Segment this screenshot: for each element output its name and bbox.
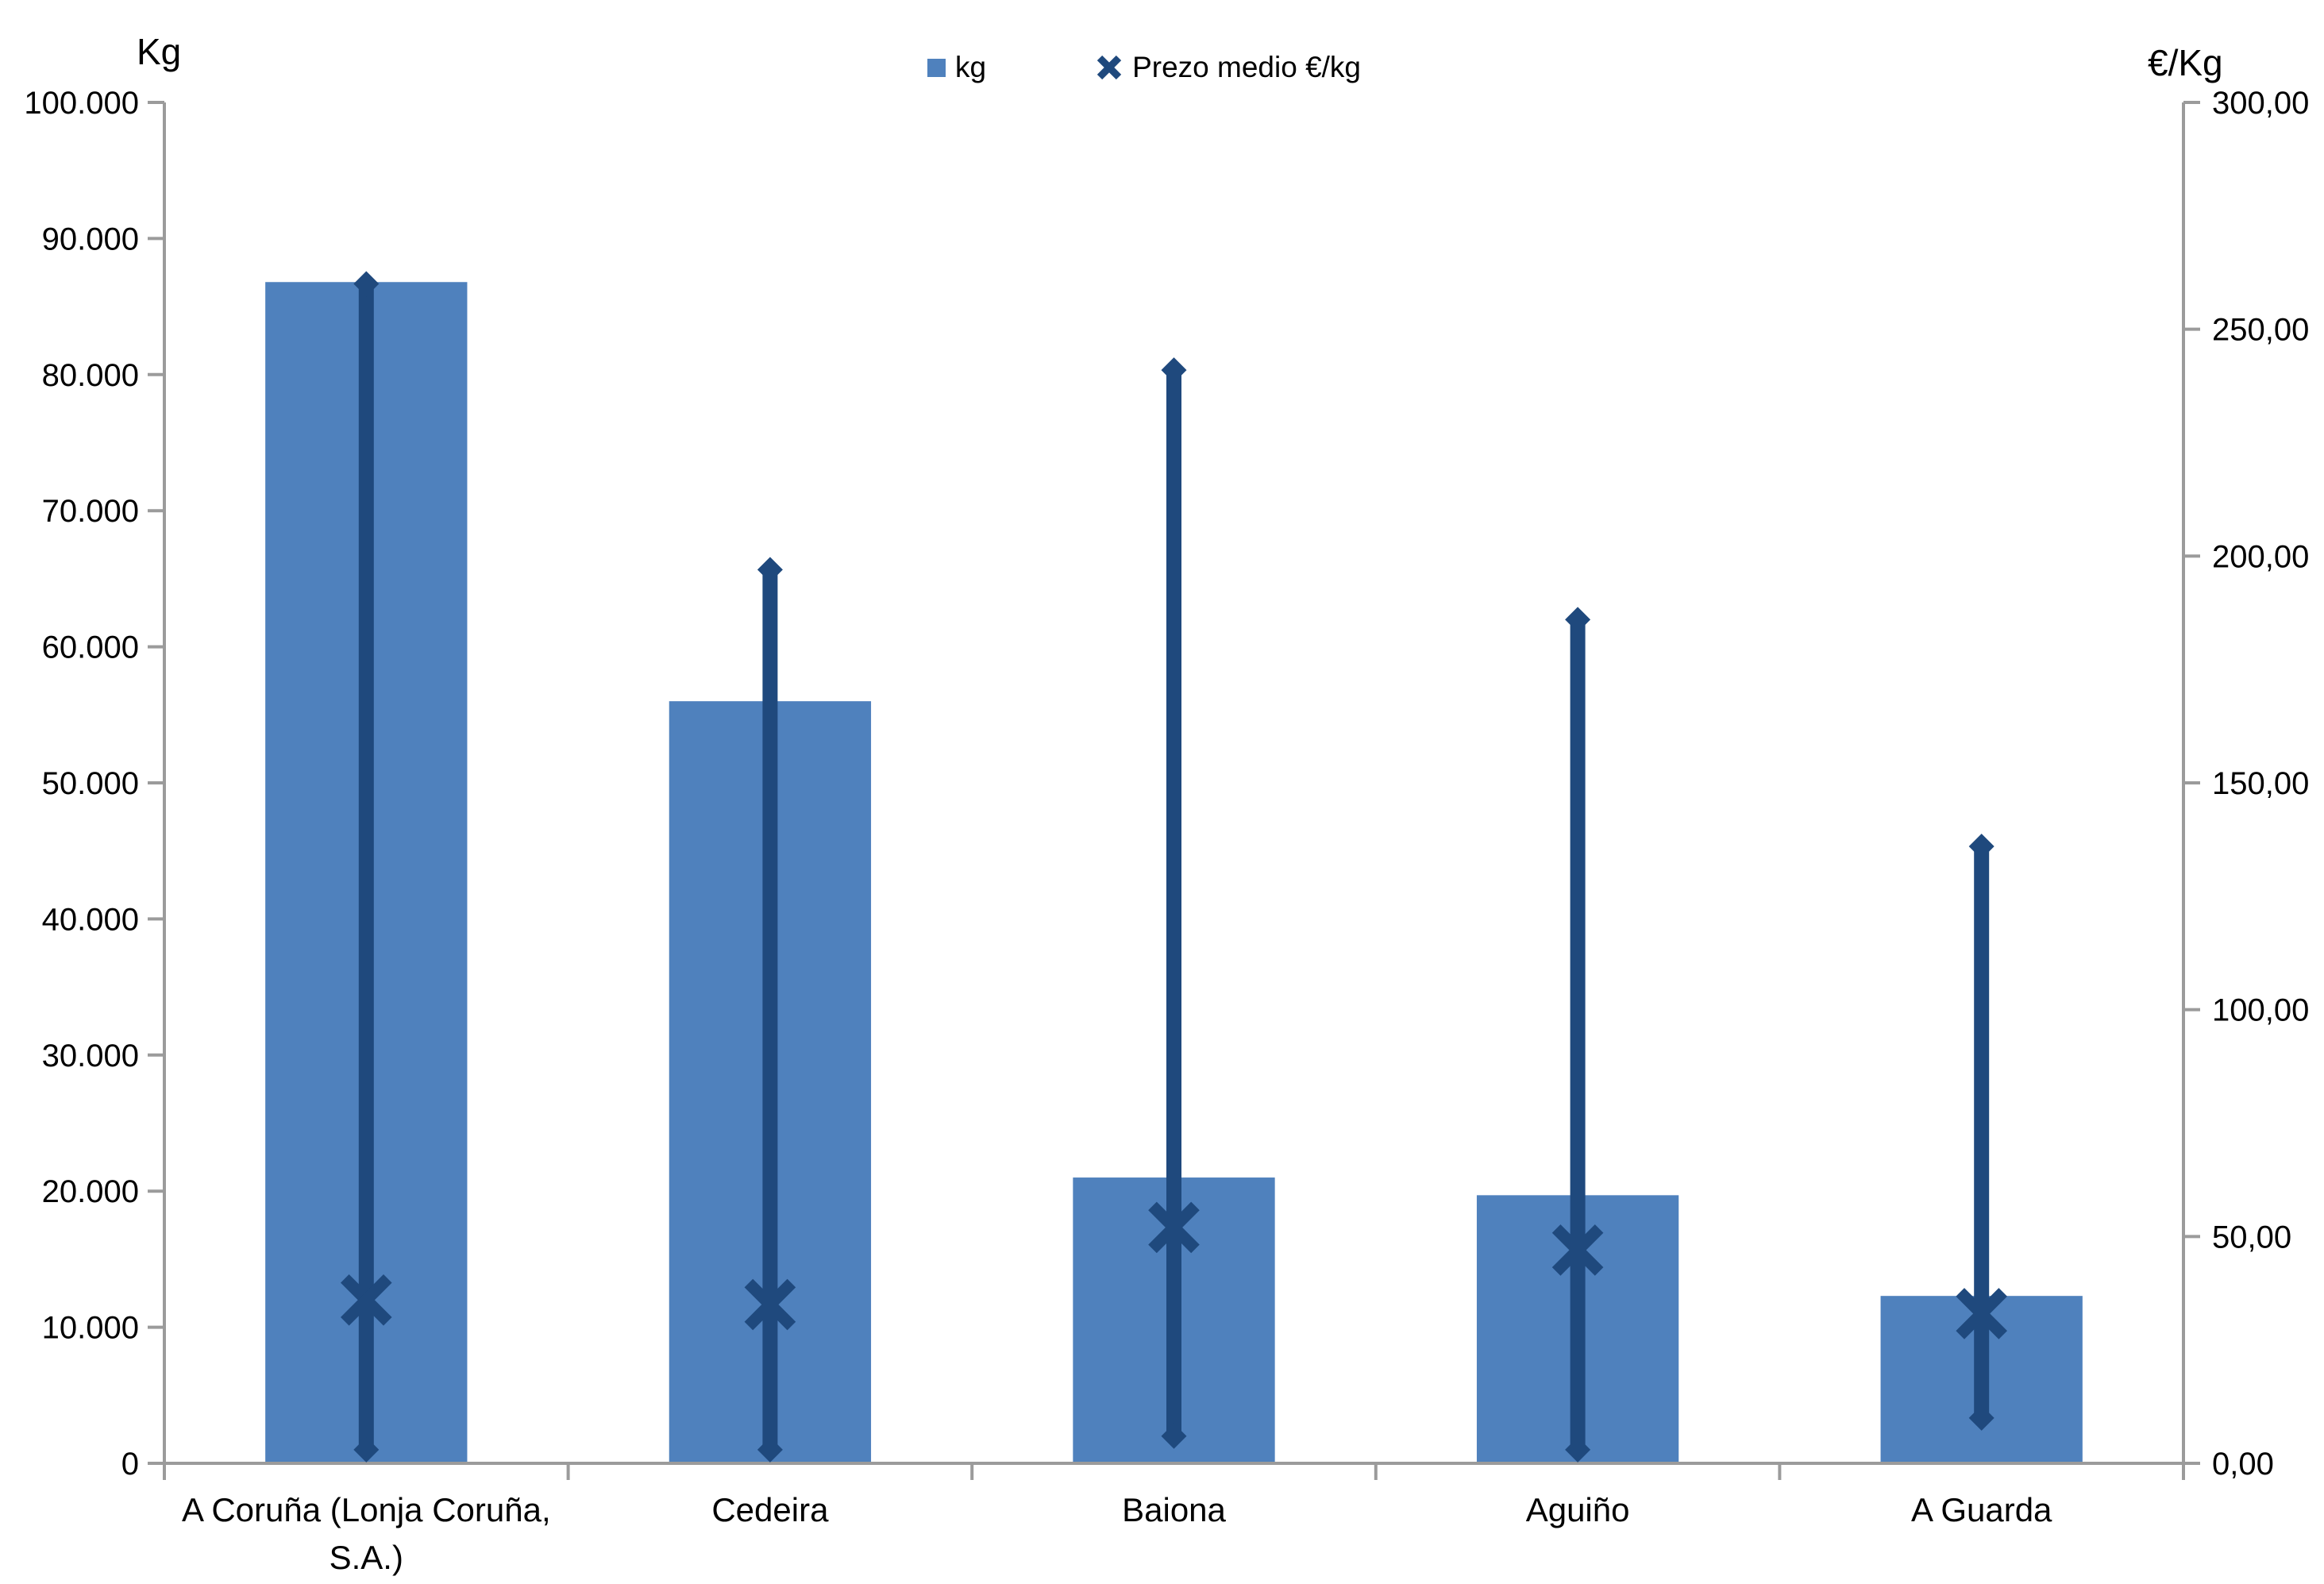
legend-item-price: Prezo medio €/kg <box>1096 51 1361 84</box>
price-mean-x-icon <box>340 1274 392 1326</box>
right-axis-tick-label: 250,00 <box>2212 313 2309 348</box>
legend: kg Prezo medio €/kg <box>927 51 1361 84</box>
price-min-diamond-icon <box>1161 1423 1187 1449</box>
category-label: A Guarda <box>1911 1491 2052 1528</box>
category-label: Cedeira <box>711 1491 829 1528</box>
price-max-diamond-icon <box>1565 607 1591 633</box>
price-x-marker-icon <box>1096 55 1122 80</box>
left-axis-tick-label: 0 <box>121 1447 139 1482</box>
left-axis-tick-label: 90.000 <box>42 222 139 256</box>
price-min-diamond-icon <box>353 1436 380 1463</box>
left-axis-tick-label: 50.000 <box>42 766 139 801</box>
right-axis-tick-label: 0,00 <box>2212 1447 2274 1482</box>
left-axis-tick-label: 70.000 <box>42 494 139 529</box>
price-min-diamond-icon <box>757 1436 783 1463</box>
category-label: Baiona <box>1122 1491 1226 1528</box>
price-max-diamond-icon <box>1968 833 1994 859</box>
price-max-diamond-icon <box>353 271 380 297</box>
price-mean-x-icon <box>744 1278 796 1331</box>
price-max-diamond-icon <box>1161 357 1187 383</box>
price-max-diamond-icon <box>757 557 783 583</box>
legend-price-label: Prezo medio €/kg <box>1132 51 1362 83</box>
left-axis-tick-label: 30.000 <box>42 1039 139 1073</box>
legend-item-kg: kg <box>927 51 986 84</box>
price-mean-x-icon <box>1956 1288 2008 1339</box>
right-axis-tick-label: 300,00 <box>2212 86 2309 121</box>
left-axis-tick-label: 100.000 <box>24 86 139 121</box>
left-axis-tick-label: 40.000 <box>42 902 139 937</box>
legend-kg-label: kg <box>955 51 987 83</box>
left-axis-title: Kg <box>137 31 182 72</box>
category-label: A Coruña (Lonja Coruña, S.A.) <box>182 1491 551 1576</box>
right-axis-tick-label: 150,00 <box>2212 766 2309 801</box>
left-axis-tick-label: 80.000 <box>42 358 139 393</box>
price-min-diamond-icon <box>1565 1436 1591 1463</box>
right-axis-tick-label: 50,00 <box>2212 1220 2291 1254</box>
right-axis-tick-label: 100,00 <box>2212 993 2309 1028</box>
right-axis-tick-label: 200,00 <box>2212 539 2309 574</box>
left-axis-tick-label: 10.000 <box>42 1311 139 1346</box>
kg-series-swatch-icon <box>927 58 946 77</box>
price-min-diamond-icon <box>1968 1405 1994 1431</box>
left-axis-tick-label: 20.000 <box>42 1174 139 1209</box>
price-mean-x-icon <box>1148 1201 1200 1254</box>
left-axis-tick-label: 60.000 <box>42 630 139 665</box>
right-axis-title: €/Kg <box>2148 42 2223 83</box>
category-label: Aguiño <box>1526 1491 1630 1528</box>
price-mean-x-icon <box>1551 1224 1604 1276</box>
